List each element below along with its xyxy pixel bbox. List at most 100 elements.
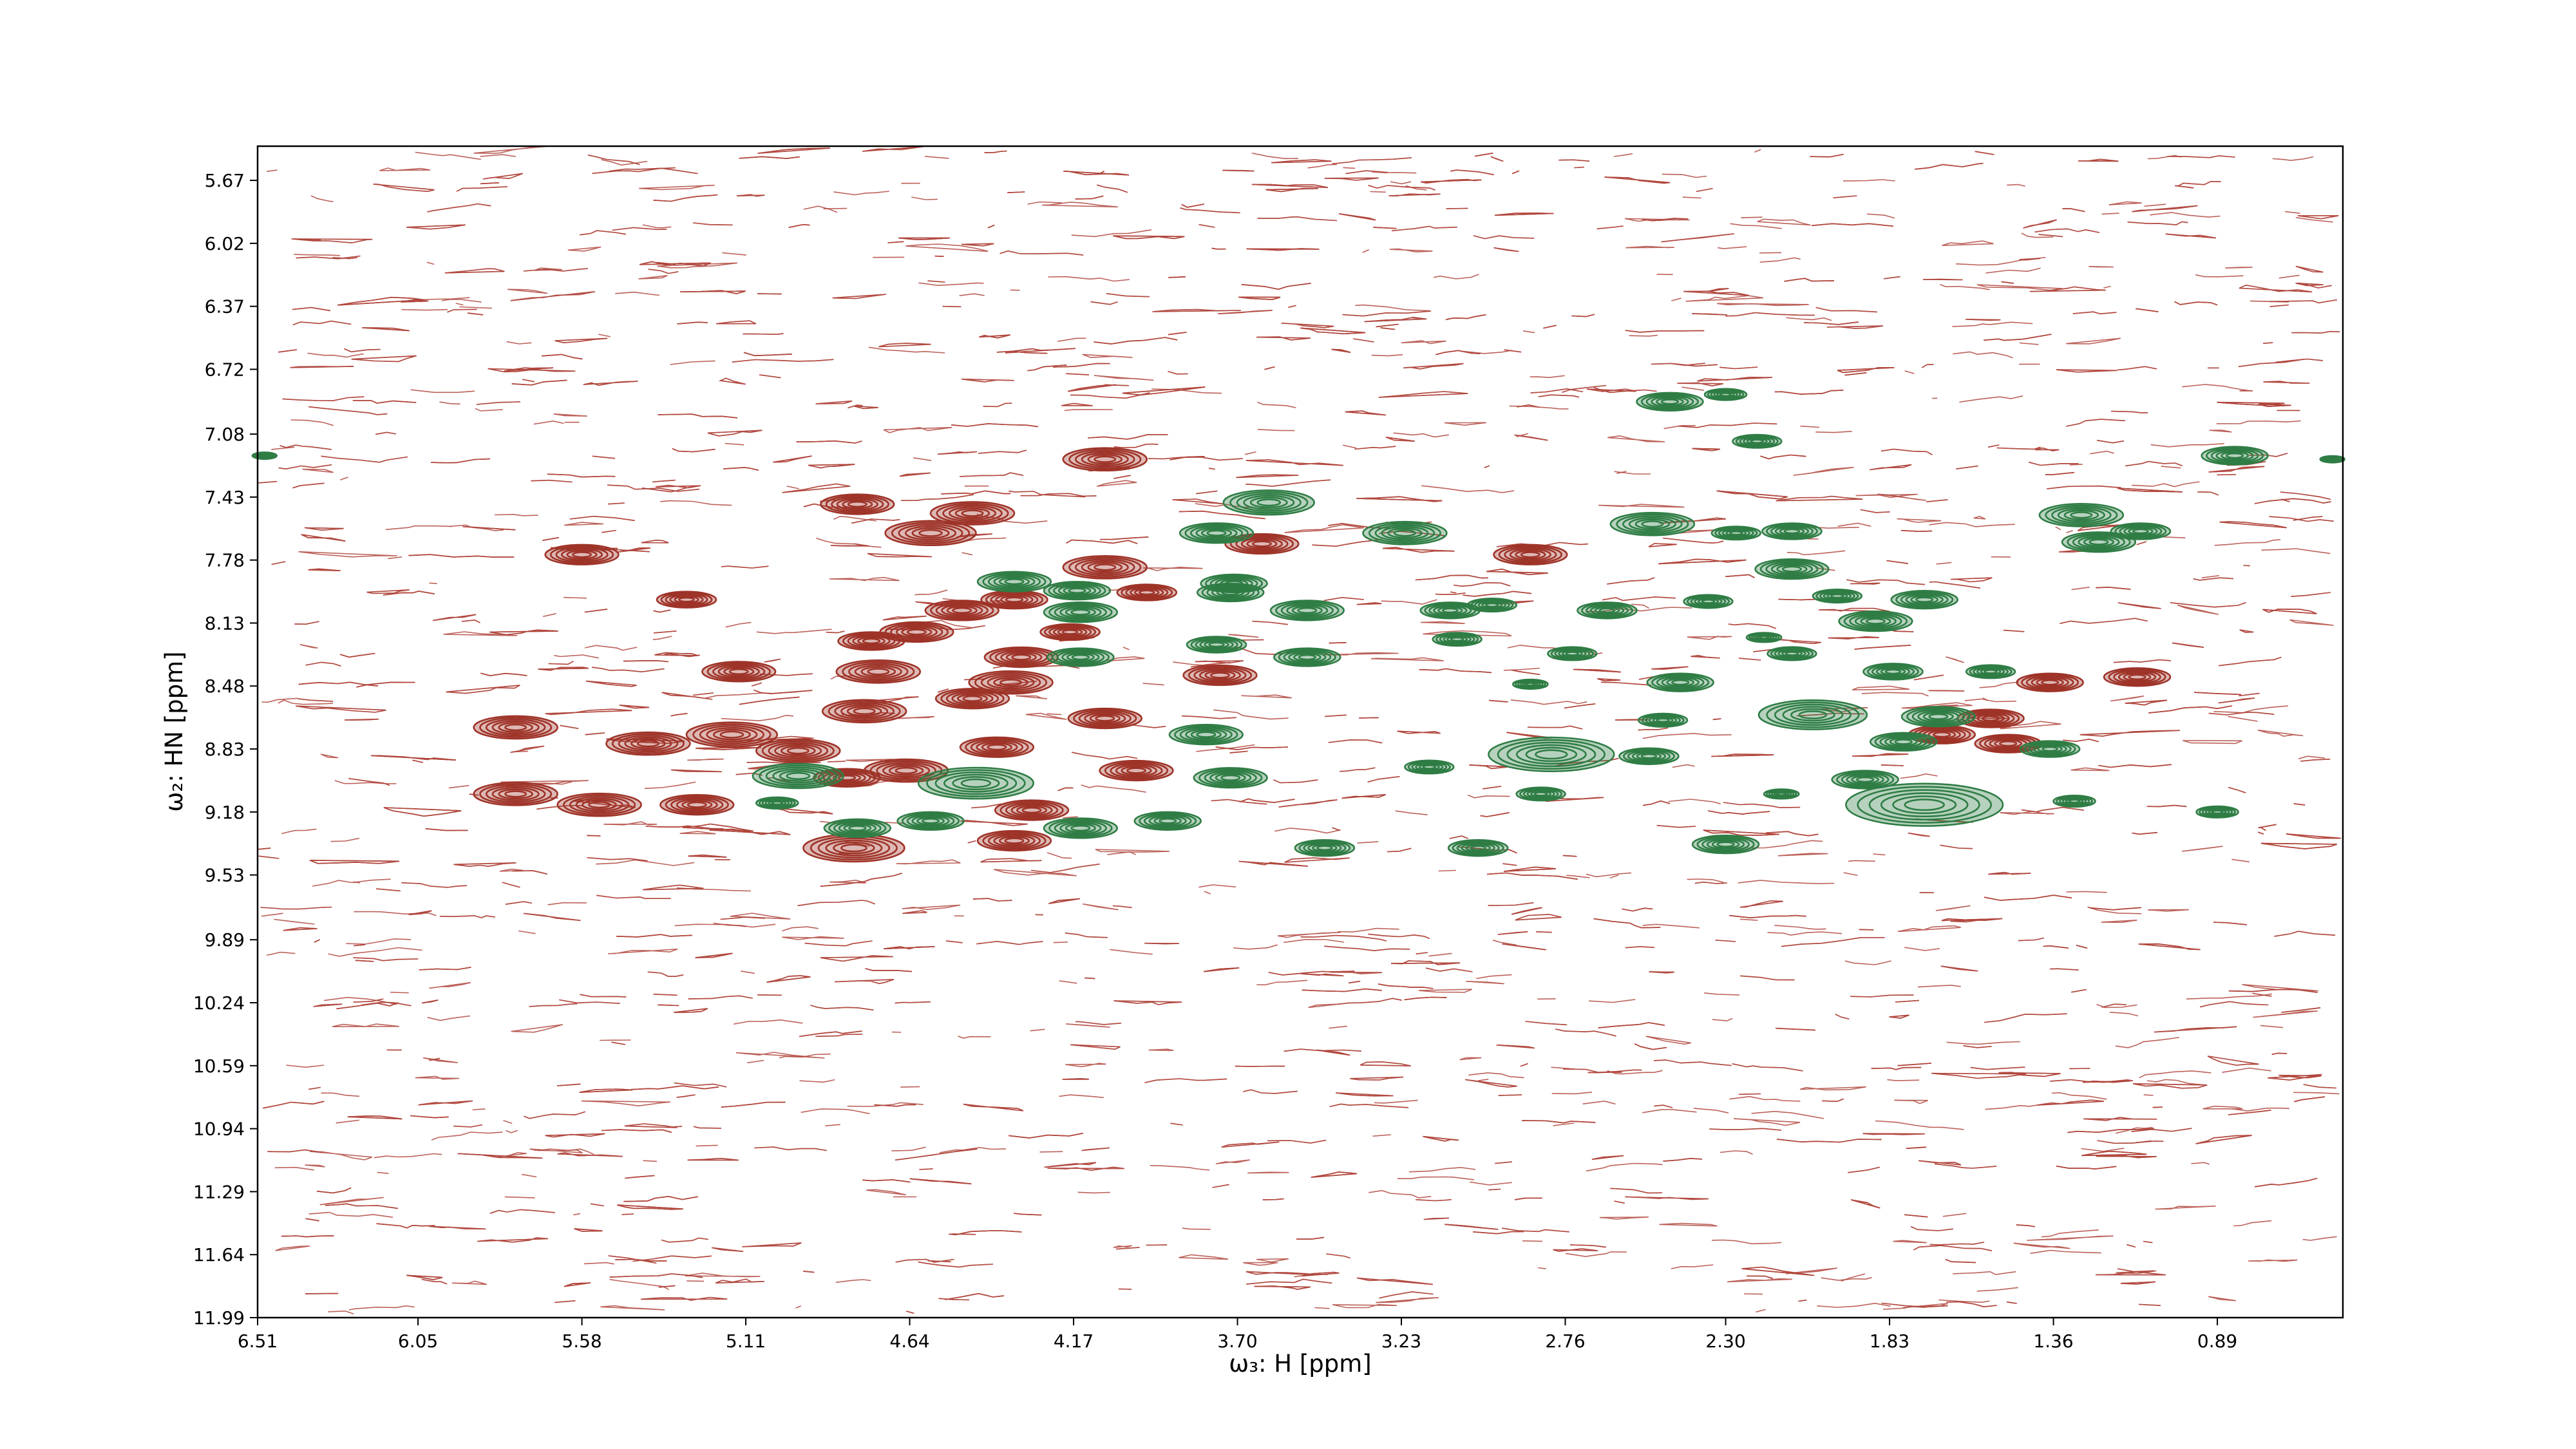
noise-contour <box>447 308 477 313</box>
noise-contour <box>797 900 875 907</box>
noise-contour <box>1493 247 1519 252</box>
noise-contour <box>1850 1199 1880 1209</box>
noise-contour <box>505 901 532 905</box>
noise-contour <box>308 568 341 571</box>
noise-contour <box>1392 225 1457 232</box>
noise-contour <box>480 672 527 677</box>
peak-contour <box>906 813 955 828</box>
noise-contour <box>412 759 423 763</box>
noise-contour <box>1143 566 1203 571</box>
noise-contour <box>1233 944 1278 950</box>
peak-contour <box>1461 842 1495 853</box>
peak-contour <box>1068 556 1142 578</box>
noise-contour <box>1064 409 1113 412</box>
noise-contour <box>2298 755 2325 760</box>
noise-contour <box>1537 1267 1546 1269</box>
peak-contour <box>2210 448 2259 463</box>
peak-contour <box>882 763 931 778</box>
noise-contour <box>1693 1108 1729 1113</box>
peak-contour <box>836 498 878 511</box>
noise-contour <box>1996 446 2041 450</box>
noise-contour <box>1715 940 1736 942</box>
peak-contour <box>618 735 679 753</box>
noise-contour <box>1428 952 1452 957</box>
noise-contour <box>1168 276 1186 278</box>
noise-contour <box>730 913 791 920</box>
peak-contour <box>1927 730 1956 739</box>
noise-contour <box>797 900 875 907</box>
peak-contour <box>670 797 724 813</box>
noise-contour <box>1475 974 1512 980</box>
noise-contour <box>1478 1079 1489 1081</box>
noise-contour <box>1467 794 1510 799</box>
peak-contour <box>1066 652 1095 662</box>
noise-contour <box>608 502 625 505</box>
noise-contour <box>1497 931 1528 935</box>
noise-contour <box>296 255 361 260</box>
peak-contour <box>1656 397 1684 406</box>
peak-contour <box>1407 760 1451 773</box>
peak-contour <box>1316 845 1333 851</box>
noise-contour <box>1730 223 1782 229</box>
noise-contour <box>401 299 429 303</box>
noise-contour <box>1774 390 1844 395</box>
peak-contour <box>1759 635 1770 639</box>
peak-contour <box>857 636 886 646</box>
noise-contour <box>1180 207 1240 214</box>
noise-contour <box>1786 550 1846 556</box>
peak-contour <box>1616 513 1689 535</box>
noise-contour <box>1328 739 1383 744</box>
noise-contour <box>2257 729 2304 737</box>
noise-contour <box>292 307 331 312</box>
noise-contour <box>1459 1057 1482 1061</box>
noise-contour <box>1774 925 1826 930</box>
peak-contour <box>1283 650 1332 665</box>
noise-contour <box>2252 992 2272 997</box>
peak-contour <box>2221 451 2249 460</box>
peak-contour <box>987 574 1041 590</box>
noise-contour <box>292 320 352 326</box>
noise-contour <box>1444 422 1486 426</box>
noise-contour <box>960 472 1024 477</box>
noise-contour <box>1368 1189 1432 1198</box>
noise-contour <box>647 971 684 978</box>
noise-contour <box>1329 1103 1409 1108</box>
noise-contour <box>1593 918 1661 929</box>
noise-contour <box>274 1166 314 1171</box>
noise-contour <box>263 1101 325 1109</box>
peak-contour <box>840 704 889 719</box>
noise-contour <box>1502 863 1517 866</box>
noise-contour <box>1213 709 1289 720</box>
noise-contour <box>1490 156 1504 162</box>
noise-contour <box>346 938 412 945</box>
noise-contour <box>1777 853 1828 857</box>
noise-contour <box>1648 543 1677 547</box>
noise-contour <box>1030 1028 1045 1032</box>
peak-contour <box>943 773 1009 793</box>
peak-contour <box>1368 522 1441 544</box>
noise-contour <box>972 898 1012 902</box>
noise-contour <box>468 312 484 316</box>
noise-contour <box>1781 937 1885 947</box>
noise-contour <box>2007 1301 2017 1304</box>
noise-contour <box>1314 1307 1330 1309</box>
y-tick-label: 7.43 <box>205 487 245 508</box>
peak-contour <box>1656 717 1670 723</box>
noise-contour <box>533 420 564 425</box>
noise-contour <box>1257 429 1295 431</box>
noise-contour <box>1642 218 1689 222</box>
peak-contour <box>774 743 822 758</box>
noise-contour <box>426 261 435 265</box>
noise-contour <box>580 994 627 998</box>
noise-contour <box>862 146 923 152</box>
noise-contour <box>1423 1217 1449 1220</box>
noise-contour <box>1894 1099 1928 1104</box>
noise-contour <box>2195 274 2244 278</box>
peak-contour <box>1246 539 1278 549</box>
noise-contour <box>2047 485 2121 489</box>
noise-contour <box>2177 180 2221 187</box>
noise-contour <box>554 654 599 659</box>
noise-contour <box>2289 619 2334 626</box>
noise-contour <box>1602 596 1676 601</box>
peak-contour <box>1915 596 1934 603</box>
